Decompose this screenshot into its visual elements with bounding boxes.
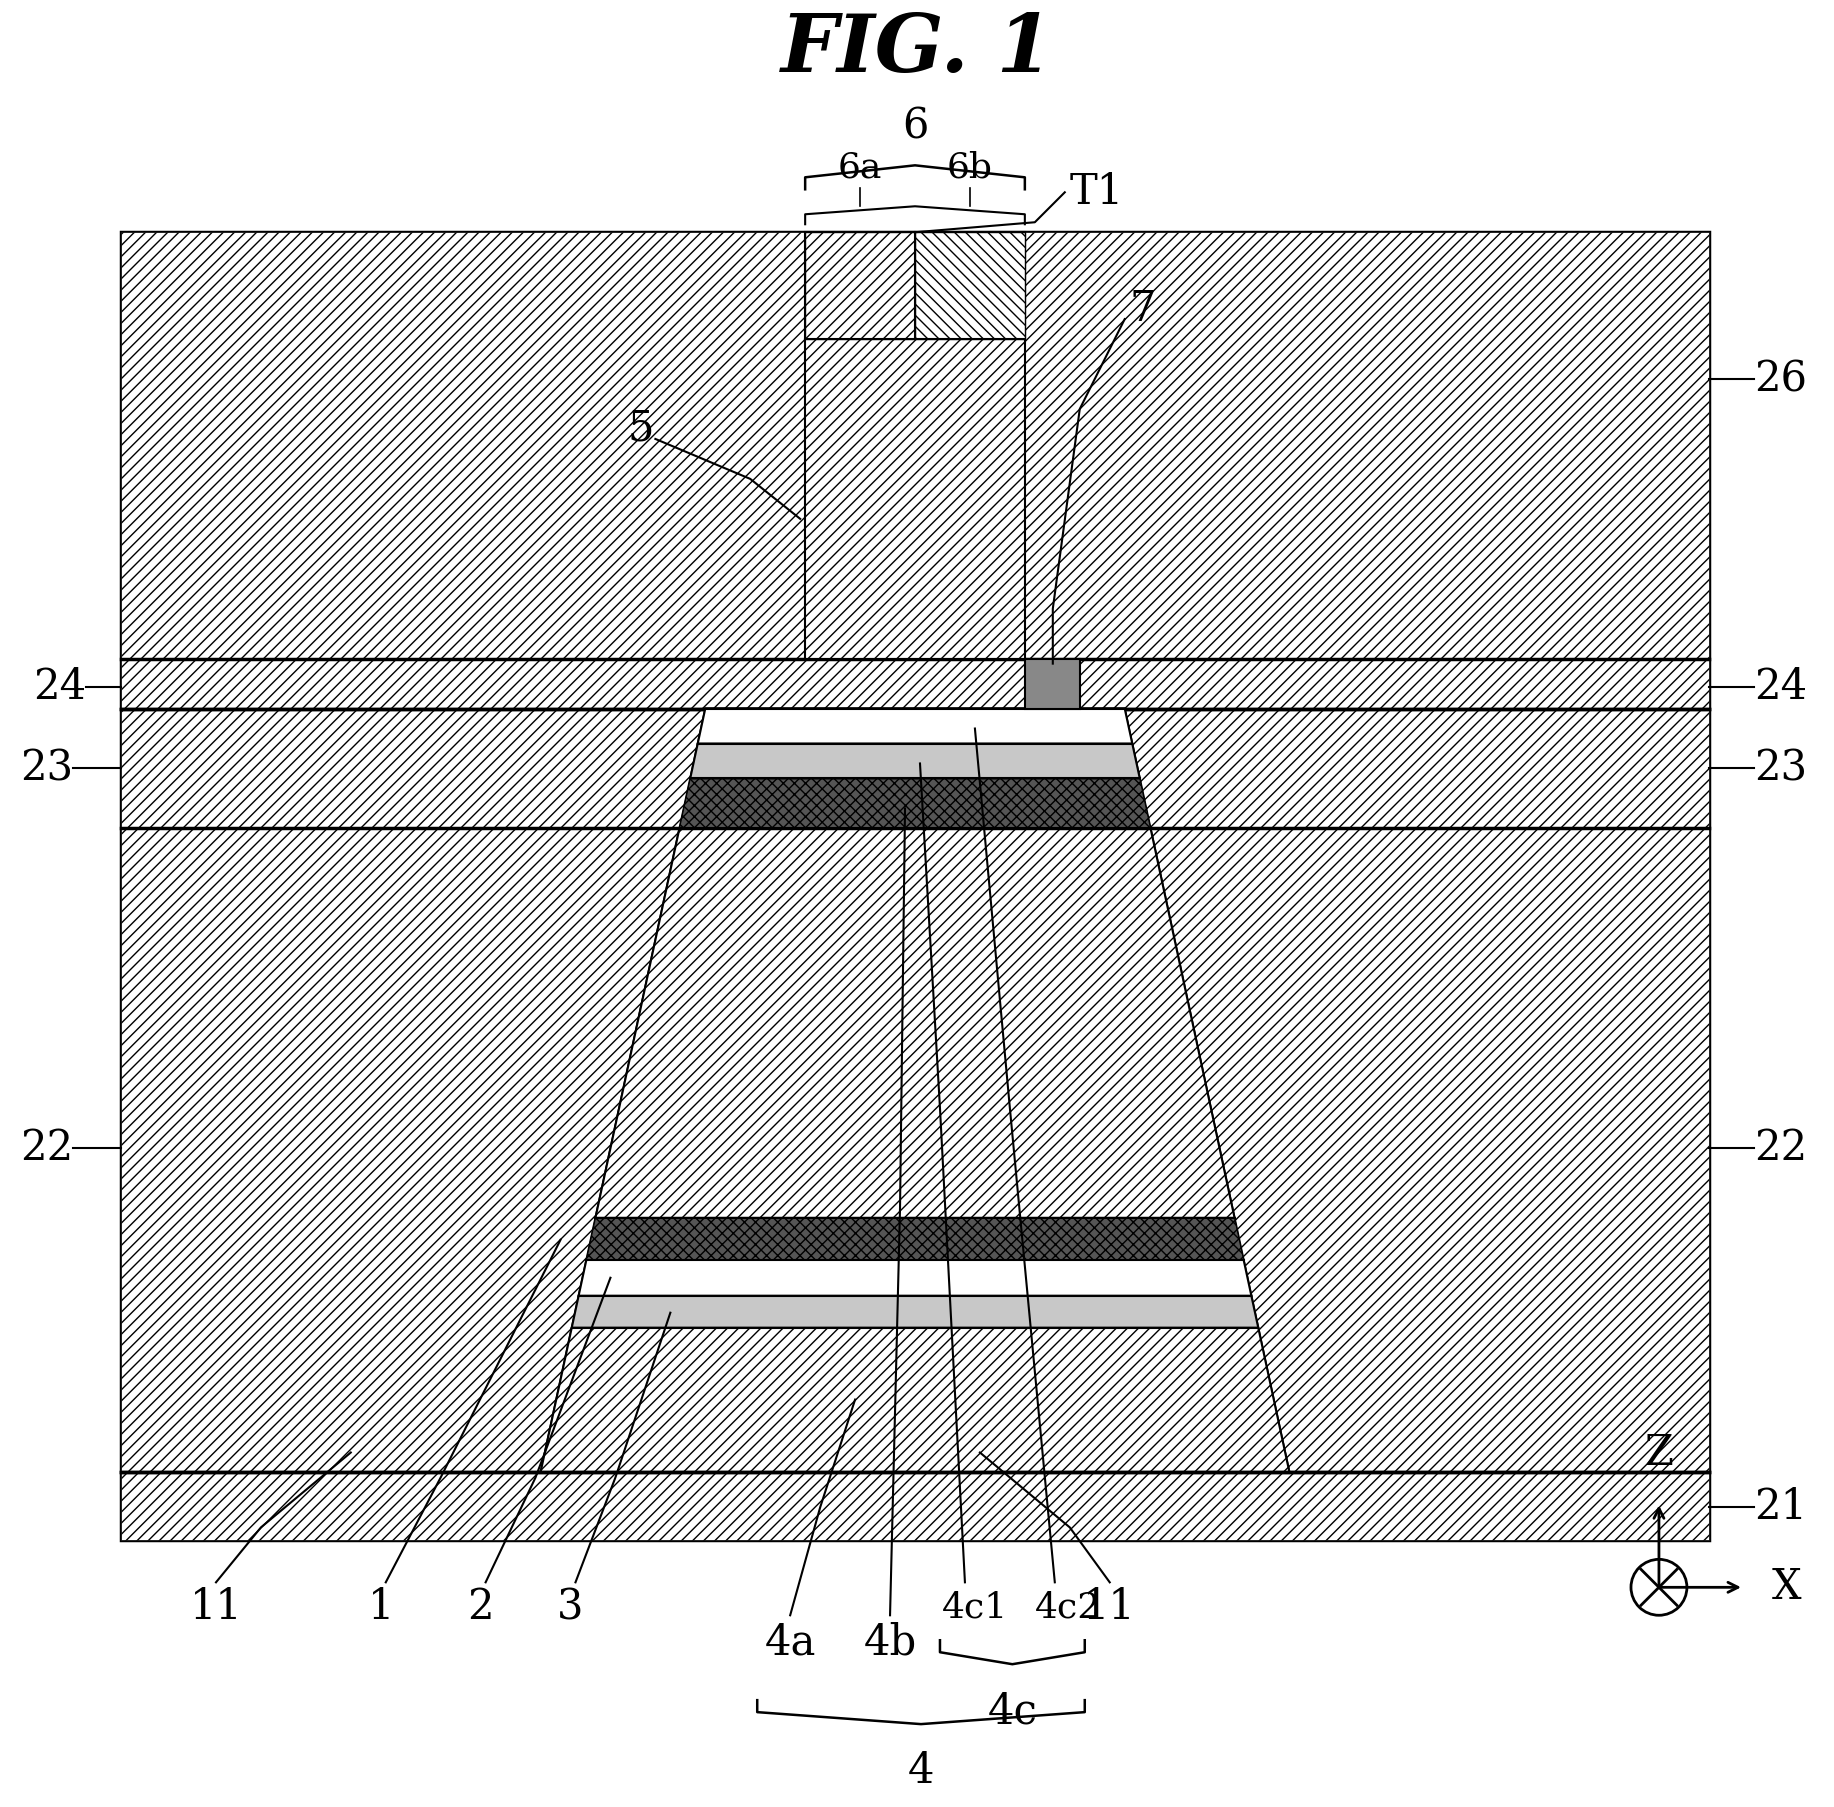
Polygon shape xyxy=(572,1296,1258,1328)
Bar xyxy=(121,233,1709,658)
Bar xyxy=(1025,658,1080,708)
Polygon shape xyxy=(541,1328,1289,1473)
Polygon shape xyxy=(587,1218,1243,1259)
Text: 22: 22 xyxy=(20,1128,73,1169)
Text: Z: Z xyxy=(1645,1433,1673,1475)
Text: 3: 3 xyxy=(558,1587,583,1628)
Text: T1: T1 xyxy=(1069,172,1124,213)
Text: 4c1: 4c1 xyxy=(943,1590,1009,1624)
Text: 26: 26 xyxy=(1753,358,1806,399)
Bar xyxy=(805,233,1025,658)
Polygon shape xyxy=(580,1259,1251,1296)
Polygon shape xyxy=(679,779,1150,828)
Bar xyxy=(121,1473,1709,1540)
Bar xyxy=(915,233,1025,340)
Text: 4a: 4a xyxy=(765,1621,816,1662)
Bar xyxy=(121,708,1709,828)
Text: 23: 23 xyxy=(1753,748,1806,790)
Text: 2: 2 xyxy=(468,1587,493,1628)
Polygon shape xyxy=(690,743,1139,779)
Bar xyxy=(121,233,1709,1540)
Text: 6a: 6a xyxy=(838,150,882,184)
Text: 4: 4 xyxy=(908,1751,934,1793)
Text: 23: 23 xyxy=(20,748,73,790)
Text: 11: 11 xyxy=(189,1587,242,1628)
Bar xyxy=(121,828,1709,1473)
Text: 24: 24 xyxy=(33,665,86,708)
Polygon shape xyxy=(596,828,1234,1218)
Text: 6b: 6b xyxy=(946,150,992,184)
Text: 4b: 4b xyxy=(864,1621,917,1662)
Polygon shape xyxy=(541,708,1289,1473)
Text: 6: 6 xyxy=(902,105,928,148)
Bar xyxy=(121,658,1709,708)
Text: 21: 21 xyxy=(1753,1487,1806,1529)
Text: 22: 22 xyxy=(1753,1128,1806,1169)
Bar xyxy=(805,233,915,340)
Text: 4c2: 4c2 xyxy=(1034,1590,1100,1624)
Text: 5: 5 xyxy=(627,408,653,450)
Text: 24: 24 xyxy=(1753,665,1806,708)
Text: FIG. 1: FIG. 1 xyxy=(781,11,1053,89)
Text: 1: 1 xyxy=(367,1587,394,1628)
Polygon shape xyxy=(697,708,1132,743)
Text: 11: 11 xyxy=(1084,1587,1135,1628)
Text: 7: 7 xyxy=(1130,287,1155,331)
Text: X: X xyxy=(1772,1567,1801,1608)
Text: 4c: 4c xyxy=(987,1690,1038,1733)
